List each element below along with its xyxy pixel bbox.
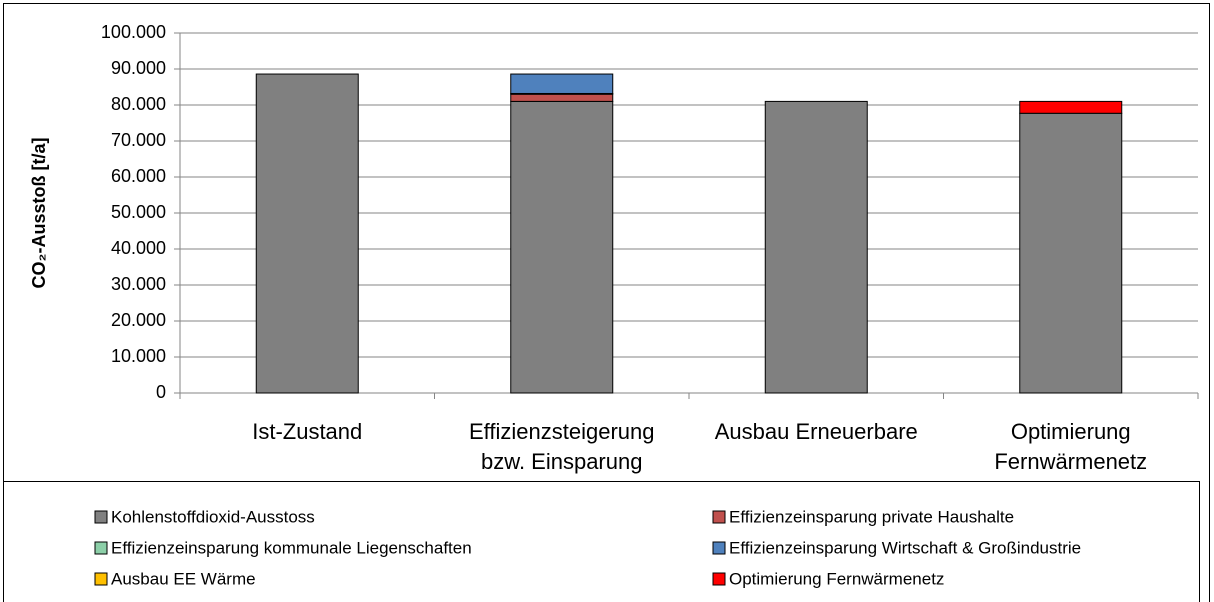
x-tick-label: Effizienzsteigerung bzw. Einsparung <box>469 419 655 474</box>
x-tick-label: Optimierung Fernwärmenetz <box>994 419 1148 474</box>
legend-label: Ausbau EE Wärme <box>111 569 256 588</box>
bar-segment <box>510 100 614 394</box>
y-tick-label: 20.000 <box>111 310 166 330</box>
y-tick-label: 100.000 <box>101 22 166 42</box>
legend-swatch <box>712 510 726 524</box>
bar-segment <box>255 73 359 394</box>
y-tick-label: 50.000 <box>111 202 166 222</box>
y-tick-label: 90.000 <box>111 58 166 78</box>
bar-segment <box>1019 100 1123 114</box>
x-tick-label: Ist-Zustand <box>252 419 363 444</box>
legend-swatch <box>94 541 108 555</box>
y-tick-label: 60.000 <box>111 166 166 186</box>
legend-label: Effizienzeinsparung kommunale Liegenscha… <box>111 538 472 557</box>
legend-swatch <box>712 572 726 586</box>
legend-swatch <box>94 510 108 524</box>
bar-segment <box>510 73 614 94</box>
y-tick-label: 0 <box>156 382 166 402</box>
legend-swatch <box>712 541 726 555</box>
y-tick-label: 80.000 <box>111 94 166 114</box>
x-tick-label: Ausbau Erneuerbare <box>714 419 918 444</box>
legend-label: Kohlenstoffdioxid-Ausstoss <box>111 507 315 526</box>
bar-segment <box>510 93 614 102</box>
bar-segment <box>764 100 868 394</box>
chart-border <box>3 3 1210 602</box>
legend-label: Effizienzeinsparung Wirtschaft & Großind… <box>729 538 1081 557</box>
y-tick-label: 70.000 <box>111 130 166 150</box>
legend-box <box>3 481 1200 602</box>
legend-swatch <box>94 572 108 586</box>
y-tick-label: 40.000 <box>111 238 166 258</box>
legend-label: Effizienzeinsparung private Haushalte <box>729 507 1014 526</box>
y-tick-label: 30.000 <box>111 274 166 294</box>
y-tick-label: 10.000 <box>111 346 166 366</box>
y-axis-label: CO₂-Ausstoß [t/a] <box>29 138 49 289</box>
legend-label: Optimierung Fernwärmenetz <box>729 569 944 588</box>
bar-segment <box>1019 112 1123 394</box>
